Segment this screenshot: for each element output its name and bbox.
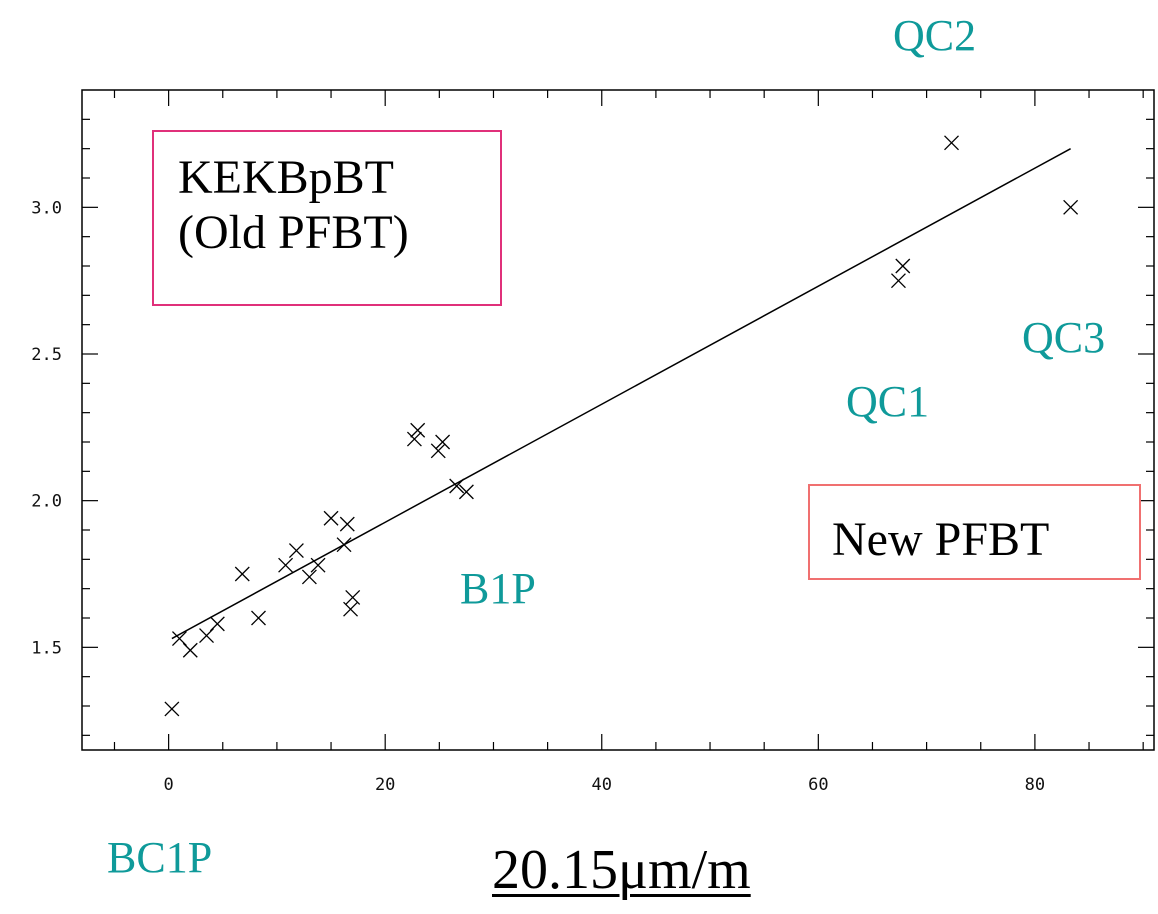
data-point [339,516,355,532]
data-markers [164,135,1079,717]
data-point [895,258,911,274]
data-point [410,422,426,438]
data-point [323,510,339,526]
axis-ticks [82,90,1154,750]
data-point [1063,199,1079,215]
y-tick-label: 2.0 [31,492,62,512]
y-tick-label: 1.5 [31,638,62,658]
kekbpbt-line-1: KEKBpBT [178,151,394,204]
tick-labels: 0 20 40 60 80 1.5 2.0 2.5 3.0 [31,198,1045,795]
data-point [336,537,352,553]
label-b1p: B1P [460,564,536,613]
data-point [458,484,474,500]
x-tick-label: 20 [375,775,395,795]
y-tick-label: 3.0 [31,198,62,218]
data-point [234,566,250,582]
kekbpbt-box: KEKBpBT (Old PFBT) [152,130,502,306]
data-point [890,273,906,289]
data-point [251,610,266,626]
data-point [164,701,180,717]
label-qc2: QC2 [893,11,977,60]
x-tick-label: 40 [592,775,612,795]
data-point [288,543,304,558]
data-point [944,135,959,151]
data-point [406,431,422,447]
kekbpbt-line-2: (Old PFBT) [178,206,409,260]
x-tick-label: 80 [1025,775,1045,795]
data-point [449,478,465,494]
x-tick-label: 0 [164,775,174,795]
data-point [182,642,198,658]
data-point [278,557,294,573]
data-point [310,557,326,573]
data-point [209,616,225,632]
x-tick-label: 60 [808,775,828,795]
label-qc3: QC3 [1022,313,1106,362]
label-bc1p: BC1P [107,833,213,882]
label-qc1: QC1 [846,377,930,426]
plot-frame [81,89,1155,751]
units-label: 20.15μm/m [492,839,751,901]
y-tick-label: 2.5 [31,345,62,365]
data-point [301,569,317,585]
new-pfbt-box: New PFBT [808,484,1141,580]
data-point [345,590,361,605]
data-point [435,434,451,450]
new-pfbt-label: New PFBT [832,513,1050,566]
fit-line [171,148,1071,640]
data-point [430,443,446,459]
